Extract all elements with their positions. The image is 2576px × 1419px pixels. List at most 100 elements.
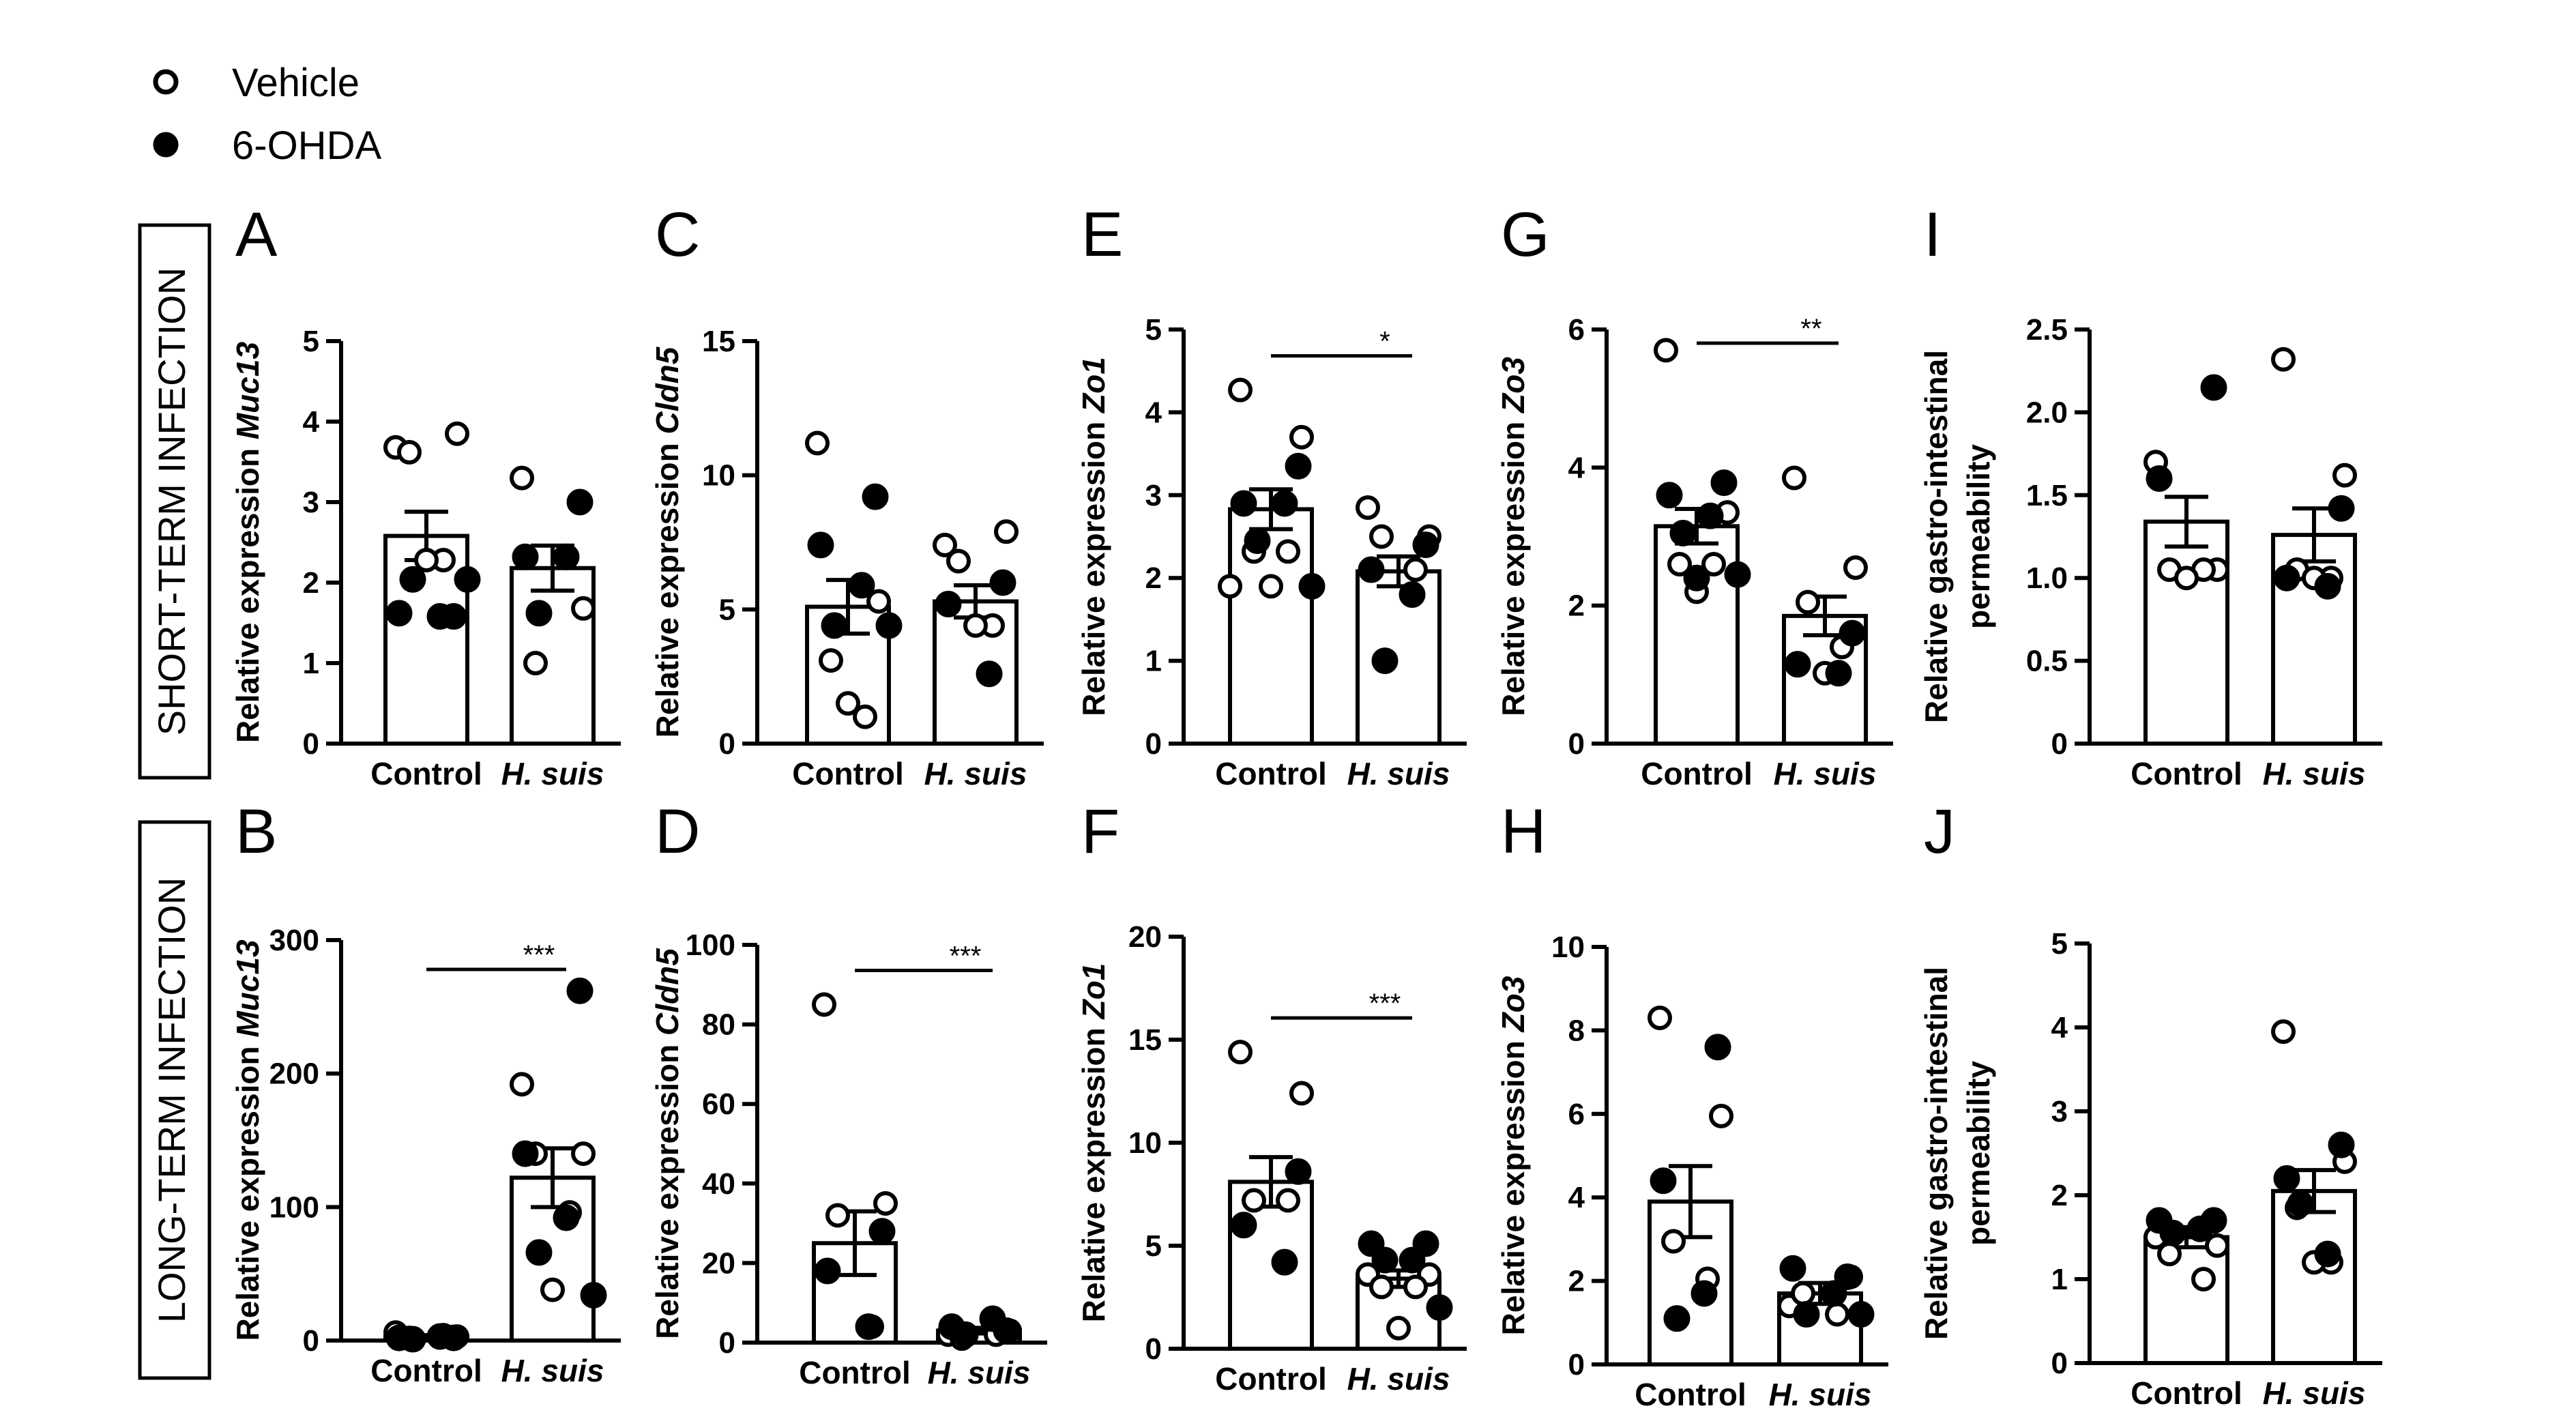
y-tick-label: 2 bbox=[303, 566, 319, 600]
y-axis-title: Relative expression Muc13 bbox=[230, 342, 265, 743]
x-category-label-hsuis: H. suis bbox=[1774, 756, 1877, 791]
point-ohda-hsuis bbox=[2287, 1190, 2314, 1217]
panel-letter-H: H bbox=[1501, 797, 1546, 866]
point-ohda-control bbox=[1285, 1158, 1312, 1185]
y-axis-title: Relative expression Muc13 bbox=[230, 939, 265, 1341]
point-ohda-hsuis bbox=[1784, 651, 1811, 678]
point-ohda-control bbox=[1230, 490, 1257, 517]
y-tick-label: 100 bbox=[686, 928, 735, 962]
point-ohda-hsuis bbox=[553, 1204, 580, 1231]
point-ohda-control bbox=[454, 566, 481, 593]
x-category-label-control: Control bbox=[799, 1355, 911, 1390]
y-tick-label: 20 bbox=[1128, 920, 1162, 954]
point-ohda-control bbox=[821, 612, 848, 639]
panel-I: I 0 0.5 1.0 1.5 2.0 2.5 Relative gastro-intesti… bbox=[1918, 200, 2382, 791]
point-vehicle-control bbox=[2157, 1242, 2182, 1267]
significance-stars: *** bbox=[950, 941, 982, 971]
x-category-label-control: Control bbox=[792, 756, 904, 791]
point-ohda-control bbox=[1724, 561, 1751, 588]
point-vehicle-control bbox=[1289, 1081, 1314, 1106]
point-vehicle-hsuis bbox=[571, 1141, 596, 1167]
legend-ohda-marker bbox=[153, 132, 179, 158]
point-vehicle-hsuis bbox=[1403, 557, 1428, 583]
point-ohda-control bbox=[1669, 519, 1697, 546]
y-axis-title: Relative expression Zo1 bbox=[1076, 963, 1111, 1323]
point-ohda-control bbox=[2146, 465, 2173, 493]
point-ohda-control bbox=[875, 612, 903, 639]
point-ohda-hsuis bbox=[512, 543, 539, 570]
significance-stars: *** bbox=[523, 940, 555, 970]
y-tick-label: 10 bbox=[1128, 1126, 1162, 1160]
row-label-short-term: SHORT-TERM INFECTION bbox=[138, 223, 211, 780]
y-tick-label: 3 bbox=[1145, 479, 1162, 512]
panel-G: G 0 2 4 6 Relative expression Zo3 Control H. su… bbox=[1495, 200, 1893, 791]
y-tick-label: 1 bbox=[2051, 1263, 2068, 1296]
point-vehicle-control bbox=[1661, 1229, 1686, 1254]
point-ohda-hsuis bbox=[2328, 1131, 2355, 1158]
bar-control bbox=[2143, 519, 2229, 746]
panel-letter-I: I bbox=[1924, 200, 1942, 269]
point-ohda-hsuis bbox=[1847, 1301, 1875, 1328]
point-vehicle-hsuis bbox=[2271, 1019, 2296, 1044]
point-ohda-control bbox=[1244, 527, 1271, 555]
y-axis-title-line: permeability bbox=[1961, 444, 1996, 629]
bar-hsuis bbox=[2271, 1188, 2357, 1365]
point-ohda-control bbox=[1298, 572, 1326, 600]
point-vehicle-hsuis bbox=[994, 519, 1019, 544]
legend-vehicle-marker bbox=[153, 69, 179, 95]
panel-letter-G: G bbox=[1501, 200, 1550, 269]
point-vehicle-hsuis bbox=[510, 465, 534, 491]
panel-letter-A: A bbox=[235, 200, 278, 269]
point-vehicle-control bbox=[414, 547, 439, 572]
y-tick-label: 300 bbox=[269, 924, 319, 957]
point-ohda-hsuis bbox=[1358, 556, 1385, 583]
point-vehicle-control bbox=[1228, 377, 1253, 403]
y-tick-label: 1 bbox=[303, 647, 319, 680]
y-tick-label: 0 bbox=[719, 1326, 735, 1360]
point-vehicle-control bbox=[1648, 1006, 1672, 1031]
point-ohda-hsuis bbox=[2314, 1240, 2341, 1268]
point-vehicle-control bbox=[1276, 539, 1300, 564]
panel-letter-E: E bbox=[1081, 200, 1123, 269]
point-ohda-hsuis bbox=[979, 1305, 1006, 1332]
legend-label-vehicle: Vehicle bbox=[232, 61, 360, 105]
y-axis-title: Relative expression Cldn5 bbox=[649, 346, 685, 737]
y-axis-title-text: Relative expression bbox=[1076, 1019, 1111, 1322]
point-ohda-control bbox=[1663, 1305, 1690, 1332]
y-tick-label: 0 bbox=[2051, 1347, 2068, 1380]
y-tick-label: 1.0 bbox=[2026, 561, 2068, 595]
y-tick-label: 100 bbox=[269, 1190, 319, 1224]
point-vehicle-control bbox=[1289, 424, 1314, 450]
x-category-label-hsuis: H. suis bbox=[1347, 1361, 1450, 1396]
y-tick-label: 10 bbox=[702, 459, 735, 493]
point-ohda-control bbox=[1683, 564, 1710, 591]
y-tick-label: 5 bbox=[719, 593, 735, 626]
y-tick-label: 6 bbox=[1568, 1098, 1585, 1131]
point-vehicle-control bbox=[873, 1190, 898, 1216]
y-tick-label: 2.5 bbox=[2026, 313, 2068, 347]
panel-C: C 0 5 10 15 Relative expression Cldn5 Control H… bbox=[649, 200, 1044, 791]
y-tick-label: 60 bbox=[702, 1087, 735, 1121]
legend-label-ohda: 6-OHDA bbox=[232, 123, 381, 168]
point-ohda-hsuis bbox=[512, 1140, 539, 1167]
point-ohda-control bbox=[385, 600, 413, 627]
y-tick-label: 5 bbox=[1145, 1229, 1162, 1263]
point-vehicle-hsuis bbox=[571, 596, 596, 621]
point-vehicle-control bbox=[1218, 574, 1242, 599]
y-tick-label: 0.5 bbox=[2026, 645, 2068, 678]
panel-A: A 0 1 2 3 4 5 Relative expression Muc13 Control H… bbox=[230, 200, 621, 791]
y-axis-title-gene: Cldn5 bbox=[649, 346, 685, 434]
panel-letter-B: B bbox=[235, 797, 277, 866]
panel-letter-F: F bbox=[1081, 797, 1119, 866]
y-tick-label: 4 bbox=[2051, 1011, 2068, 1044]
x-category-label-control: Control bbox=[1215, 756, 1327, 791]
point-vehicle-hsuis bbox=[1356, 495, 1380, 521]
point-vehicle-control bbox=[1242, 1188, 1266, 1213]
point-vehicle-control bbox=[2174, 566, 2199, 591]
point-ohda-control bbox=[2159, 1219, 2186, 1246]
y-axis-title-text: Relative expression bbox=[649, 434, 685, 737]
y-tick-label: 20 bbox=[702, 1246, 735, 1280]
point-vehicle-control bbox=[1709, 1103, 1733, 1128]
y-axis-title-line: Relative gastro-intestinal bbox=[1918, 350, 1954, 723]
